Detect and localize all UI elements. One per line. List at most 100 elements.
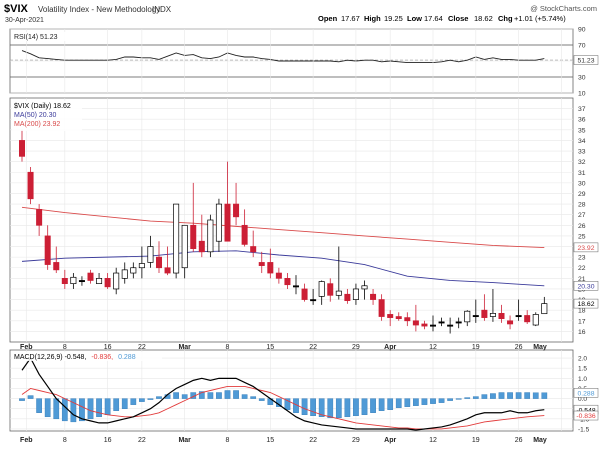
price-tick-label: 18 [578,308,586,315]
candle-body [378,299,385,317]
candle-body [352,288,359,300]
price-x-tick-label: 12 [429,344,437,351]
high-value: 19.25 [384,14,403,23]
rsi-tick-label: 10 [578,91,586,98]
macd-histogram-bar [524,392,531,399]
macd-histogram-bar [481,394,488,399]
macd-histogram-bar [455,398,462,400]
macd-x-tick-label: 22 [138,437,146,444]
candle-body [310,299,317,302]
candle-body [198,240,205,253]
price-x-tick-label: 22 [309,344,317,351]
macd-x-tick-label: 12 [429,437,437,444]
macd-histogram-bar [79,398,85,422]
chg-label: Chg [498,14,513,23]
ma200-value-tag-bg [573,242,599,253]
price-x-tick-label: Mar [178,344,191,351]
price-tick-label: 35 [578,127,586,134]
price-legend-title: $VIX (Daily) 18.62 [14,103,71,110]
price-tick-label: 28 [578,202,586,209]
candle-body [155,256,163,269]
price-tick-label: 34 [578,138,586,145]
macd-histogram-bar [198,391,205,399]
candle-body [70,276,77,285]
macd-histogram-bar [438,398,445,403]
macd-x-tick-label: 8 [226,437,230,444]
macd-histogram-bar [490,393,496,399]
price-tick-label: 26 [578,223,586,230]
macd-legend-macd: MACD(12,26,9) -0.548, [14,354,86,361]
candle-body [498,313,505,320]
candle-body [190,224,197,249]
macd-histogram-bar [96,398,102,418]
ma200-line [21,206,545,249]
macd-x-tick-label: 26 [515,437,523,444]
price-x-tick-label: 16 [104,344,112,351]
header: $VIX Volatility Index - New Methodology … [4,3,597,24]
rsi-value-tag: 51.23 [577,58,594,65]
price-tick-label: 17 [578,318,586,325]
macd-x-tick-label: 29 [352,437,360,444]
price-value-tag-bg [573,298,599,309]
signal-value-tag-bg [573,410,599,421]
price-legend: $VIX (Daily) 18.62 MA(50) 20.30 MA(200) … [12,101,82,131]
candle-body [515,315,522,318]
macd-histogram-bar [53,398,60,420]
candle-body [455,321,462,324]
macd-histogram-bar [361,398,368,416]
macd-histogram-bar [327,398,334,419]
price-tick-label: 29 [578,191,586,198]
candle-body [215,203,222,242]
candle-body [241,224,248,245]
macd-histogram-bar [44,398,51,418]
macd-histogram-bar [387,398,394,410]
macd-legend-hist: 0.288 [118,354,136,361]
macd-x-tick-label: Apr [384,437,396,444]
candle-body [267,262,274,274]
candle-body [275,272,282,279]
candle-body [258,262,265,266]
macd-histogram-bar [241,394,248,399]
exchange: INDX [152,5,172,14]
candle-body [87,272,94,281]
candle-body [173,203,180,274]
macd-legend: MACD(12,26,9) -0.548, -0.836, 0.288 [12,352,162,361]
candle-body [404,317,411,322]
candle-body [532,314,539,326]
candle-body [327,283,334,296]
macd-tick-label: 2.0 [578,356,587,363]
price-tick-label: 37 [578,106,586,113]
price-tick-label: 25 [578,233,586,240]
macd-histogram-bar [472,396,479,399]
macd-histogram-bar [498,392,505,399]
price-tick-label: 23 [578,255,586,262]
candle-body [472,315,479,318]
candle-body [318,281,325,297]
macd-legend-text: MACD(12,26,9) -0.548, -0.836, 0.288 [14,354,136,361]
candle-body [61,277,68,285]
macd-tick-label: -1.5 [578,426,590,433]
candle-body [130,267,137,274]
macd-histogram-bar [344,398,351,418]
low-label: Low [407,14,422,23]
chart-date: 30-Apr-2021 [5,17,44,24]
candle-body [344,293,351,301]
price-x-tick-label: 29 [352,344,360,351]
rsi-value-tag-bg [573,55,599,65]
macd-histogram-bar [515,392,522,399]
candle-body [181,224,188,269]
candle-body [447,324,454,327]
candle-body [541,303,548,315]
macd-histogram-bar [224,390,231,399]
macd-x-tick-label: May [533,437,547,444]
macd-histogram-bar [233,390,239,399]
macd-histogram-bar [421,398,428,405]
price-panel [9,97,574,343]
candle-body [481,309,488,318]
candle-body [395,316,402,320]
price-x-tick-label: 8 [226,344,230,351]
macd-x-tick-label: 16 [104,437,112,444]
macd-histogram-bar [70,398,77,423]
